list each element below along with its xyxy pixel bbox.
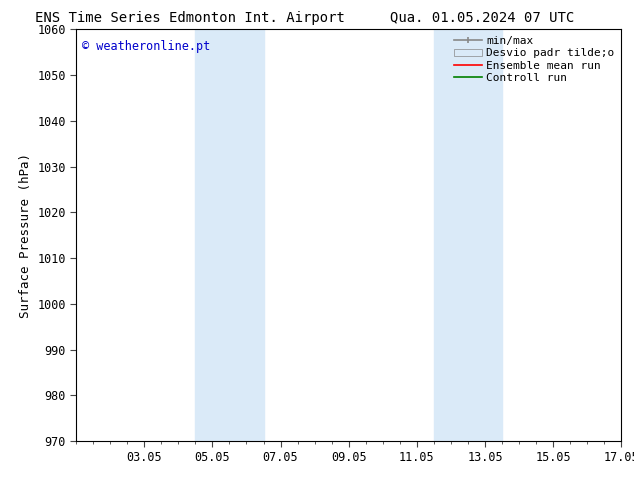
Legend: min/max, Desvio padr tilde;o, Ensemble mean run, Controll run: min/max, Desvio padr tilde;o, Ensemble m… (450, 32, 619, 87)
Text: ENS Time Series Edmonton Int. Airport: ENS Time Series Edmonton Int. Airport (36, 11, 345, 25)
Bar (195, 29, 264, 441)
Y-axis label: Surface Pressure (hPa): Surface Pressure (hPa) (18, 153, 32, 318)
Text: © weatheronline.pt: © weatheronline.pt (82, 40, 210, 53)
Bar (434, 29, 502, 441)
Text: Qua. 01.05.2024 07 UTC: Qua. 01.05.2024 07 UTC (390, 11, 574, 25)
